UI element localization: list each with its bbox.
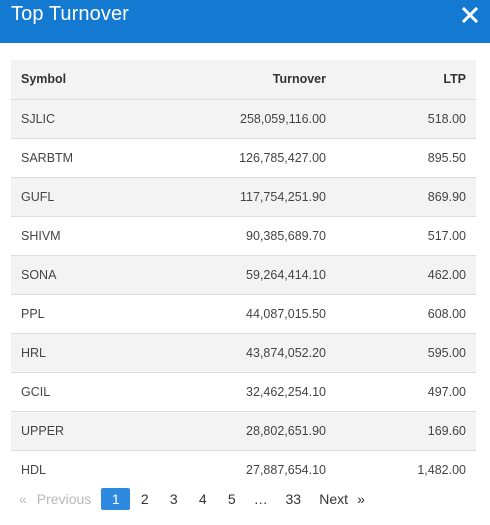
- modal-title: Top Turnover: [11, 3, 129, 25]
- table-row: HRL 43,874,052.20 595.00: [11, 333, 476, 372]
- cell-turnover: 126,785,427.00: [239, 150, 326, 165]
- cell-symbol: UPPER: [21, 423, 65, 438]
- cell-ltp: 497.00: [427, 384, 466, 399]
- modal-header: Top Turnover: [0, 0, 490, 43]
- cell-symbol: GCIL: [21, 384, 51, 399]
- next-label: Next: [319, 491, 349, 507]
- table-row: SONA 59,264,414.10 462.00: [11, 255, 476, 294]
- cell-symbol: HRL: [21, 345, 47, 360]
- cell-symbol: SONA: [21, 267, 57, 282]
- table-row: UPPER 28,802,651.90 169.60: [11, 411, 476, 450]
- cell-symbol: SARBTM: [21, 150, 74, 165]
- cell-turnover: 117,754,251.90: [240, 189, 326, 204]
- table-header-row: Symbol Turnover LTP: [11, 60, 476, 99]
- cell-symbol: SJLIC: [21, 111, 56, 126]
- turnover-table-container: Symbol Turnover LTP SJLIC 258,059,116.00…: [11, 60, 476, 489]
- pagination: « Previous 1 2 3 4 5 … 33 Next »: [11, 488, 365, 510]
- cell-turnover: 258,059,116.00: [240, 111, 326, 126]
- cell-turnover: 27,887,654.10: [246, 462, 326, 477]
- pagination-next[interactable]: Next »: [319, 488, 365, 510]
- page-33-button[interactable]: 33: [285, 491, 302, 507]
- table-row: SJLIC 258,059,116.00 518.00: [11, 99, 476, 138]
- cell-ltp: 517.00: [427, 228, 466, 243]
- table-row: GCIL 32,462,254.10 497.00: [11, 372, 476, 411]
- cell-ltp: 169.60: [427, 423, 466, 438]
- cell-ltp: 595.00: [427, 345, 466, 360]
- double-chevron-right-icon: »: [357, 491, 365, 507]
- column-header-ltp[interactable]: LTP: [443, 72, 466, 87]
- cell-ltp: 462.00: [427, 267, 466, 282]
- page-2-button[interactable]: 2: [140, 491, 149, 507]
- cell-ltp: 1,482.00: [417, 462, 466, 477]
- table-row: PPL 44,087,015.50 608.00: [11, 294, 476, 333]
- cell-ltp: 895.50: [427, 150, 466, 165]
- page-4-button[interactable]: 4: [198, 491, 207, 507]
- cell-turnover: 43,874,052.20: [246, 345, 326, 360]
- cell-ltp: 518.00: [427, 111, 466, 126]
- column-header-symbol[interactable]: Symbol: [21, 72, 67, 87]
- pagination-ellipsis: …: [253, 491, 268, 507]
- cell-turnover: 28,802,651.90: [246, 423, 326, 438]
- column-header-turnover[interactable]: Turnover: [272, 72, 326, 87]
- page-5-button[interactable]: 5: [227, 491, 236, 507]
- cell-turnover: 59,264,414.10: [246, 267, 326, 282]
- cell-symbol: HDL: [21, 462, 47, 477]
- table-row: SARBTM 126,785,427.00 895.50: [11, 138, 476, 177]
- cell-turnover: 44,087,015.50: [246, 306, 326, 321]
- cell-symbol: GUFL: [21, 189, 55, 204]
- page-1-button[interactable]: 1: [101, 488, 131, 510]
- cell-ltp: 608.00: [427, 306, 466, 321]
- page-3-button[interactable]: 3: [169, 491, 178, 507]
- table-row: GUFL 117,754,251.90 869.90: [11, 177, 476, 216]
- cell-symbol: SHIVM: [21, 228, 61, 243]
- double-chevron-left-icon: «: [19, 491, 27, 507]
- table-row: HDL 27,887,654.10 1,482.00: [11, 450, 476, 489]
- table-row: SHIVM 90,385,689.70 517.00: [11, 216, 476, 255]
- previous-label: Previous: [36, 491, 92, 507]
- turnover-table: Symbol Turnover LTP SJLIC 258,059,116.00…: [11, 60, 476, 489]
- cell-symbol: PPL: [21, 306, 45, 321]
- table-body: SJLIC 258,059,116.00 518.00 SARBTM 126,7…: [11, 99, 476, 489]
- close-icon[interactable]: [461, 6, 479, 24]
- cell-ltp: 869.90: [427, 189, 466, 204]
- cell-turnover: 32,462,254.10: [246, 384, 326, 399]
- cell-turnover: 90,385,689.70: [246, 228, 326, 243]
- pagination-previous[interactable]: « Previous: [19, 488, 91, 510]
